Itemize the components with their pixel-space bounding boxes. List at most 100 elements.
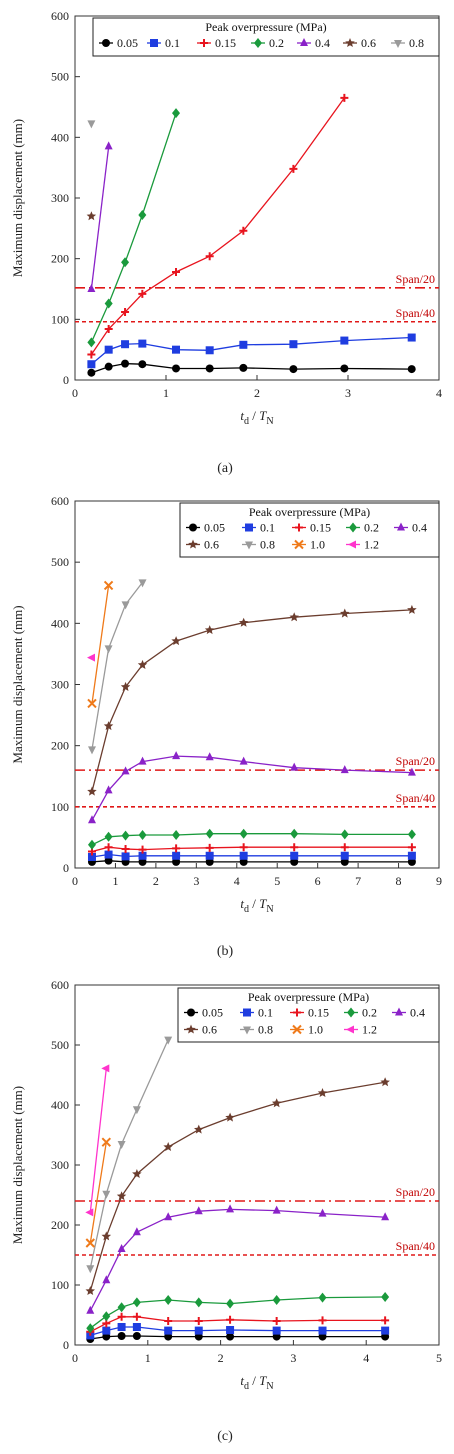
data-point (87, 368, 96, 377)
data-point (205, 346, 214, 355)
series-0.05 (87, 856, 416, 866)
reference-line-label: Span/20 (396, 754, 435, 768)
legend-entry-0.2: 0.2 (251, 36, 284, 50)
data-point (87, 284, 96, 292)
data-point (132, 1227, 141, 1236)
data-point (121, 340, 130, 349)
series-0.2 (86, 1292, 390, 1334)
data-point (340, 843, 349, 852)
x-tick-label: 4 (363, 1351, 369, 1365)
legend-marker (292, 1024, 302, 1035)
data-point (318, 1292, 327, 1303)
chart-a: 0 100 200 300 400 500 600 0 1 2 3 4 Maximum displace… (10, 9, 442, 476)
legend-label: 0.15 (215, 36, 236, 50)
legend-entry-0.8: 0.8 (391, 36, 424, 50)
data-point (138, 857, 147, 866)
legend-label: 0.15 (310, 521, 331, 535)
legend-marker (187, 1008, 195, 1017)
data-point (87, 360, 96, 369)
series-line (91, 860, 412, 863)
legend-marker (300, 38, 308, 46)
y-tick-label: 600 (51, 494, 69, 508)
legend-entry-0.2: 0.2 (344, 1006, 377, 1020)
legend-label: 0.1 (258, 1006, 273, 1020)
data-point (407, 829, 416, 840)
legend-label: 0.8 (409, 36, 424, 50)
legend-label: 0.2 (364, 521, 379, 535)
legend-entry-0.15: 0.15 (290, 1006, 329, 1020)
series-0.8 (86, 1036, 173, 1274)
x-tick-label: 1 (145, 1351, 151, 1365)
data-point (101, 1231, 112, 1241)
data-point (86, 1323, 95, 1334)
data-point (104, 856, 113, 865)
figure-caption: (b) (217, 944, 234, 959)
legend-marker (245, 523, 253, 532)
legend-marker (293, 1008, 301, 1017)
figure-caption: (c) (217, 1429, 233, 1444)
legend-marker (348, 540, 356, 549)
data-point (132, 1106, 141, 1115)
series-line (91, 362, 412, 374)
series-line (91, 609, 412, 792)
data-point (407, 604, 417, 614)
legend-marker (150, 39, 158, 47)
legend-entry-0.2: 0.2 (346, 521, 379, 535)
data-point (121, 845, 130, 854)
series-line (89, 1296, 386, 1329)
legend-label: 0.4 (410, 1006, 425, 1020)
data-point (204, 625, 215, 635)
series-line (91, 582, 144, 750)
legend-label: 0.1 (260, 521, 275, 535)
legend-entry-0.4: 0.4 (297, 36, 330, 50)
series-0.8 (87, 579, 147, 755)
data-point (121, 601, 130, 610)
data-point (172, 345, 181, 354)
data-point (205, 252, 214, 261)
data-point (121, 359, 130, 368)
data-point (205, 843, 214, 852)
series-line (91, 853, 412, 858)
data-point (226, 1204, 235, 1213)
data-point (289, 164, 298, 173)
data-point (172, 851, 181, 860)
series-line (90, 146, 110, 290)
data-point (86, 1305, 95, 1314)
data-point (205, 364, 214, 373)
data-point (138, 829, 147, 840)
legend-entry-0.4: 0.4 (394, 521, 427, 535)
series-0.6 (86, 211, 97, 221)
x-tick-label: 5 (274, 874, 280, 888)
data-point (272, 1295, 281, 1305)
data-point (407, 767, 416, 776)
data-point (407, 851, 416, 860)
data-point (117, 1332, 126, 1340)
legend-entry-0.05: 0.05 (99, 36, 138, 50)
series-0.1 (87, 850, 416, 861)
legend-entry-0.8: 0.8 (240, 1023, 273, 1037)
data-point (117, 1312, 126, 1321)
legend-entry-0.15: 0.15 (292, 521, 331, 535)
data-point (117, 1323, 126, 1331)
data-point (116, 1191, 127, 1201)
data-point (121, 830, 130, 841)
series-0.4 (87, 751, 416, 824)
data-point (239, 363, 248, 372)
legend-label: 1.0 (310, 538, 325, 552)
chart-c: 0 100 200 300 400 500 600 0 1 2 3 4 5 Maximum displac… (10, 978, 442, 1444)
data-point (239, 857, 248, 866)
legend-label: 0.2 (269, 36, 284, 50)
series-0.15 (86, 1312, 390, 1336)
legend-marker (345, 38, 355, 47)
y-tick-label: 300 (51, 678, 69, 692)
data-point (138, 289, 147, 298)
x-tick-label: 5 (436, 1351, 442, 1365)
series-0.05 (87, 359, 416, 377)
y-tick-label: 200 (51, 252, 69, 266)
data-point (194, 1297, 203, 1308)
legend-marker (295, 523, 303, 532)
figure-caption: (a) (217, 461, 233, 476)
legend-marker (395, 1007, 403, 1016)
data-point (290, 857, 299, 866)
y-tick-label: 500 (51, 70, 69, 84)
